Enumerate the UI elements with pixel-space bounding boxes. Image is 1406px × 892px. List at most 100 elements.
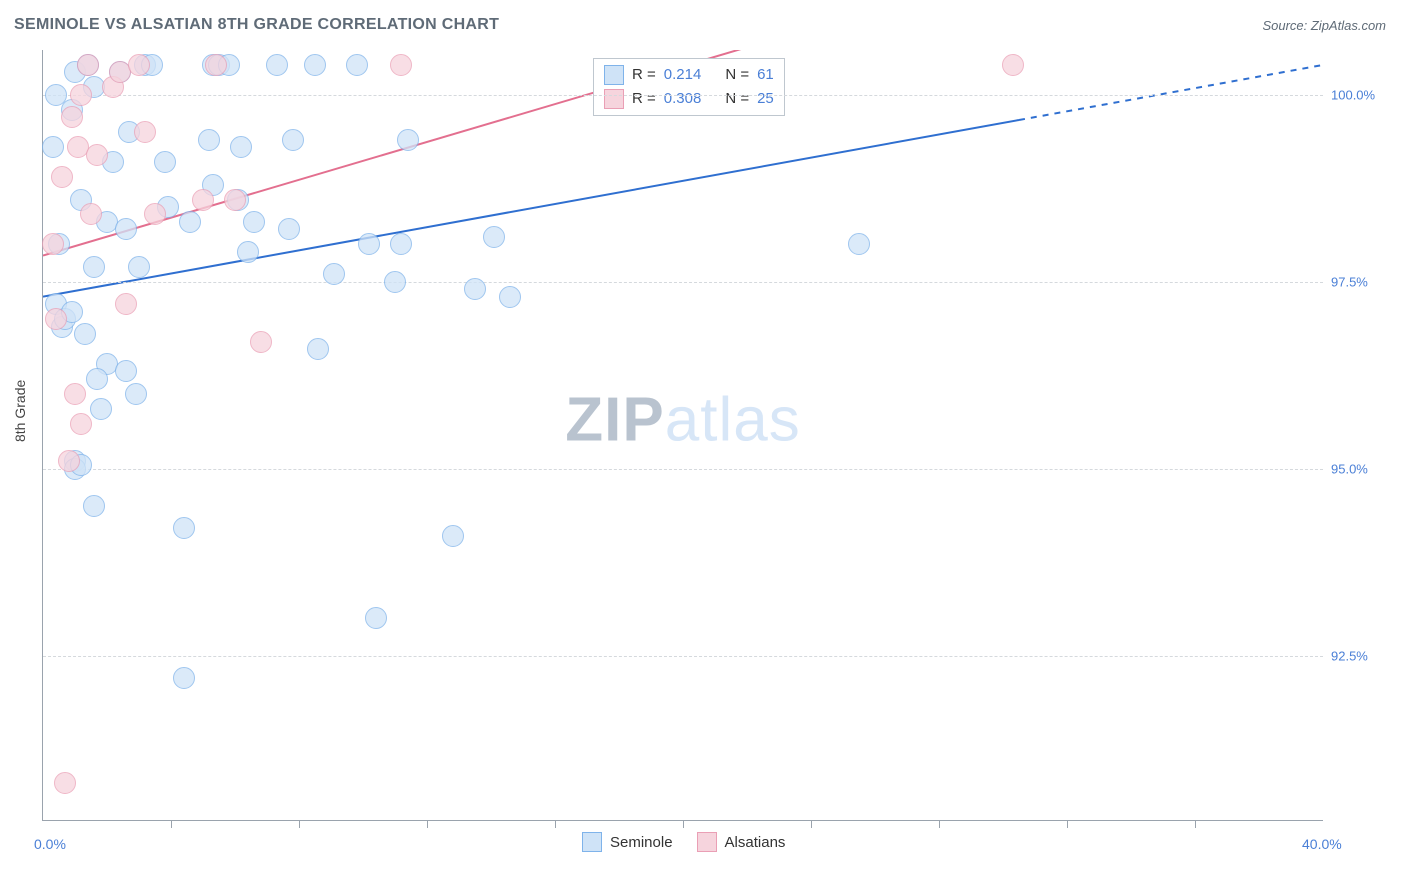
r-label: R = [632, 87, 656, 111]
scatter-point [173, 667, 195, 689]
source-label: Source: ZipAtlas.com [1262, 18, 1386, 33]
scatter-point [125, 383, 147, 405]
x-tick [427, 820, 428, 828]
x-axis-end-label: 40.0% [1302, 836, 1342, 852]
watermark: ZIPatlas [565, 384, 800, 455]
scatter-point [58, 450, 80, 472]
y-tick-label: 92.5% [1331, 648, 1391, 663]
n-value: 61 [757, 63, 774, 87]
legend-swatch [604, 65, 624, 85]
n-label: N = [725, 87, 749, 111]
x-tick [171, 820, 172, 828]
legend-label: Seminole [610, 834, 673, 851]
scatter-point [42, 136, 64, 158]
scatter-point [70, 84, 92, 106]
legend-swatch [582, 832, 602, 852]
scatter-point [499, 286, 521, 308]
scatter-point [464, 278, 486, 300]
scatter-point [173, 517, 195, 539]
scatter-point [80, 203, 102, 225]
r-value: 0.214 [664, 63, 702, 87]
scatter-point [115, 293, 137, 315]
scatter-point [266, 54, 288, 76]
x-tick [683, 820, 684, 828]
scatter-point [237, 241, 259, 263]
scatter-point [384, 271, 406, 293]
scatter-point [346, 54, 368, 76]
legend-row: R = 0.308 N = 25 [604, 87, 774, 111]
legend-row: R = 0.214 N = 61 [604, 63, 774, 87]
scatter-point [154, 151, 176, 173]
scatter-point [358, 233, 380, 255]
watermark-light: atlas [665, 385, 801, 454]
legend-item: Alsatians [697, 832, 786, 852]
scatter-point [250, 331, 272, 353]
scatter-point [224, 189, 246, 211]
scatter-point [848, 233, 870, 255]
scatter-point [86, 368, 108, 390]
scatter-point [278, 218, 300, 240]
x-tick [555, 820, 556, 828]
scatter-point [307, 338, 329, 360]
scatter-point [192, 189, 214, 211]
scatter-point [144, 203, 166, 225]
gridline [43, 469, 1323, 470]
scatter-point [64, 383, 86, 405]
scatter-point [390, 54, 412, 76]
trend-lines [43, 50, 1323, 820]
r-label: R = [632, 63, 656, 87]
scatter-point [70, 413, 92, 435]
chart-container: 8th Grade ZIPatlas R = 0.214 N = 61 R = 0.308… [14, 42, 1392, 882]
y-tick-label: 95.0% [1331, 461, 1391, 476]
r-value: 0.308 [664, 87, 702, 111]
scatter-point [45, 308, 67, 330]
scatter-point [390, 233, 412, 255]
scatter-point [128, 54, 150, 76]
scatter-point [42, 233, 64, 255]
scatter-point [442, 525, 464, 547]
plot-area: ZIPatlas R =0.214N =61R =0.308N =25 100.… [42, 50, 1323, 821]
scatter-point [128, 256, 150, 278]
scatter-point [90, 398, 112, 420]
legend-label: Alsatians [725, 834, 786, 851]
scatter-point [54, 772, 76, 794]
scatter-point [323, 263, 345, 285]
scatter-point [77, 54, 99, 76]
n-value: 25 [757, 87, 774, 111]
chart-title: SEMINOLE VS ALSATIAN 8TH GRADE CORRELATI… [14, 16, 499, 34]
n-label: N = [725, 63, 749, 87]
legend-swatch [697, 832, 717, 852]
gridline [43, 95, 1323, 96]
scatter-point [198, 129, 220, 151]
scatter-point [179, 211, 201, 233]
y-tick-label: 97.5% [1331, 274, 1391, 289]
scatter-point [1002, 54, 1024, 76]
scatter-point [115, 360, 137, 382]
correlation-legend: R = 0.214 N = 61 R = 0.308 N = 25 [593, 58, 785, 116]
scatter-point [243, 211, 265, 233]
scatter-point [83, 495, 105, 517]
scatter-point [51, 166, 73, 188]
x-tick [939, 820, 940, 828]
legend-swatch [604, 89, 624, 109]
scatter-point [230, 136, 252, 158]
scatter-point [74, 323, 96, 345]
scatter-point [61, 106, 83, 128]
series-legend: Seminole Alsatians [582, 832, 785, 852]
scatter-point [115, 218, 137, 240]
x-tick [1067, 820, 1068, 828]
y-tick-label: 100.0% [1331, 87, 1391, 102]
scatter-point [134, 121, 156, 143]
scatter-point [83, 256, 105, 278]
x-tick [299, 820, 300, 828]
scatter-point [304, 54, 326, 76]
scatter-point [365, 607, 387, 629]
scatter-point [205, 54, 227, 76]
y-axis-label: 8th Grade [12, 380, 28, 442]
gridline [43, 656, 1323, 657]
x-tick [811, 820, 812, 828]
scatter-point [397, 129, 419, 151]
scatter-point [483, 226, 505, 248]
x-axis-start-label: 0.0% [34, 836, 66, 852]
scatter-point [282, 129, 304, 151]
